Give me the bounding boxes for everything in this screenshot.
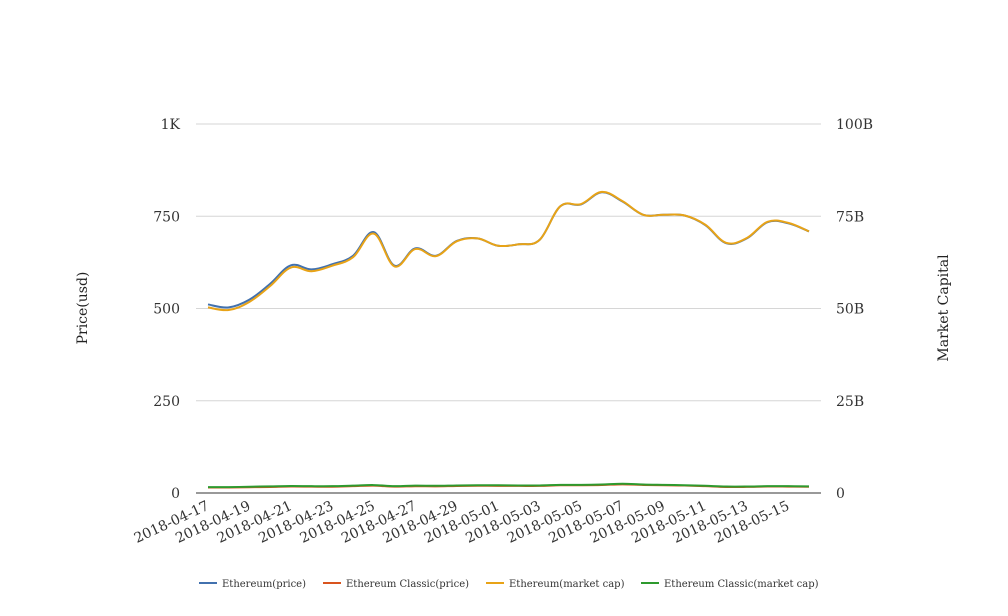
gridlines — [196, 123, 821, 494]
right-y-tick-label: 25B — [836, 394, 864, 410]
left-y-axis-title: Price(usd) — [75, 272, 91, 345]
series-line-ethereum-price — [207, 191, 810, 309]
series-line-ethereum-classic-market-cap — [207, 482, 810, 489]
x-axis-ticks: 2018-04-172018-04-192018-04-212018-04-23… — [132, 498, 792, 547]
left-y-tick-label: 1K — [161, 117, 181, 133]
left-y-tick-label: 0 — [171, 486, 180, 502]
legend-label: Ethereum(price) — [222, 579, 306, 590]
legend-label: Ethereum(market cap) — [509, 579, 625, 590]
right-y-tick-label: 100B — [836, 117, 873, 133]
left-y-tick-label: 250 — [153, 394, 180, 410]
left-y-axis-ticks: 0 250 500 750 1K — [153, 117, 180, 502]
series-lines — [207, 190, 810, 489]
legend: Ethereum(price) Ethereum Classic(price) Et… — [199, 579, 819, 590]
legend-label: Ethereum Classic(price) — [346, 579, 469, 590]
right-y-tick-label: 75B — [836, 209, 864, 225]
legend-label: Ethereum Classic(market cap) — [664, 579, 819, 590]
left-y-tick-label: 500 — [153, 302, 180, 318]
right-y-tick-label: 50B — [836, 302, 864, 318]
right-y-axis-ticks: 0 25B 50B 75B 100B — [836, 117, 873, 502]
right-y-axis-title: Market Capital — [936, 254, 952, 362]
right-y-tick-label: 0 — [836, 486, 845, 502]
left-y-tick-label: 750 — [153, 209, 180, 225]
series-line-ethereum-market-cap — [207, 190, 810, 312]
